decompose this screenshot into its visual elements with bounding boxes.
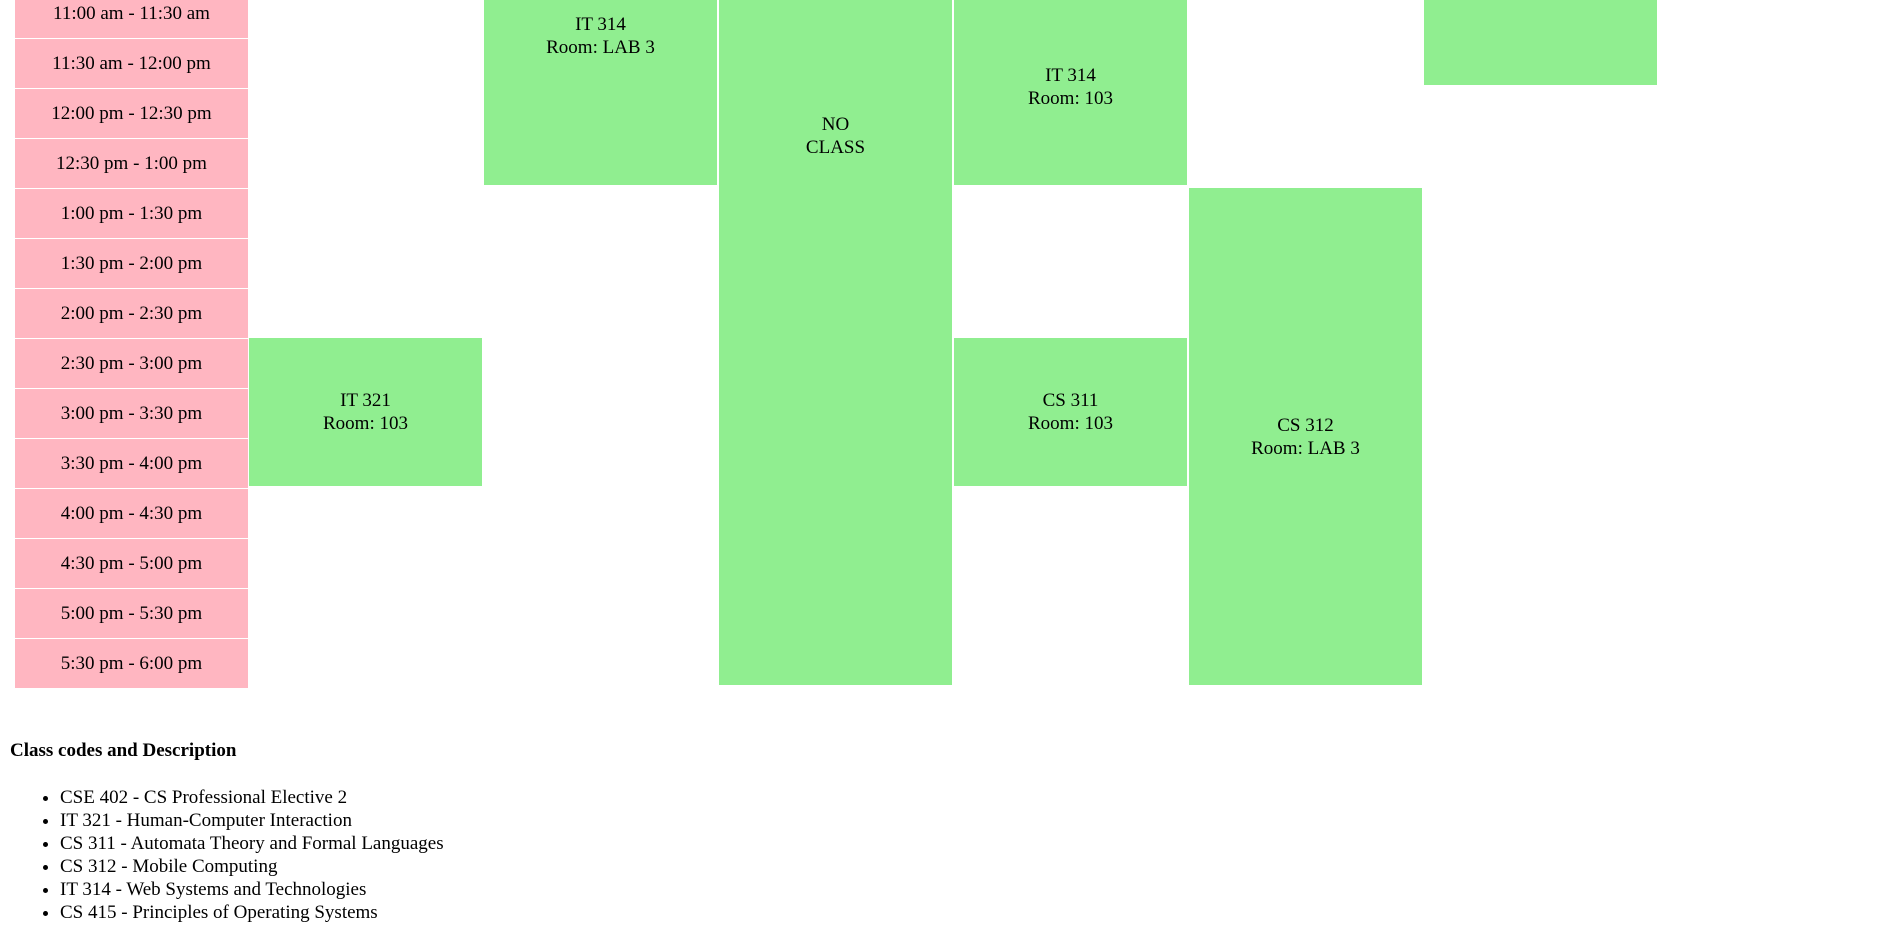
class-block-it314-103: IT 314 Room: 103 <box>954 0 1187 185</box>
time-slot: 4:30 pm - 5:00 pm <box>15 539 248 588</box>
legend-item: CS 312 - Mobile Computing <box>60 855 444 878</box>
time-slot: 2:30 pm - 3:00 pm <box>15 339 248 388</box>
class-room: Room: LAB 3 <box>1251 437 1360 459</box>
time-slot: 1:00 pm - 1:30 pm <box>15 189 248 238</box>
time-slot: 11:00 am - 11:30 am <box>15 0 248 38</box>
class-code: IT 321 <box>340 390 391 411</box>
class-code: CS 312 <box>1277 414 1334 436</box>
class-block-cs312: CS 312 Room: LAB 3 <box>1189 188 1422 685</box>
class-room: Room: 103 <box>323 413 408 434</box>
time-slot: 5:30 pm - 6:00 pm <box>15 639 248 688</box>
no-class-label: NO <box>821 114 850 135</box>
class-code: IT 314 <box>1045 65 1096 86</box>
legend-list: CSE 402 - CS Professional Elective 2 IT … <box>10 786 444 924</box>
time-slot: 11:30 am - 12:00 pm <box>15 39 248 88</box>
class-block-it321: IT 321 Room: 103 <box>249 338 482 486</box>
time-slot: 12:00 pm - 12:30 pm <box>15 89 248 138</box>
legend-item: IT 321 - Human-Computer Interaction <box>60 809 444 832</box>
class-block-partial <box>1424 0 1657 85</box>
class-room: Room: LAB 3 <box>546 37 655 58</box>
legend-item: CSE 402 - CS Professional Elective 2 <box>60 786 444 809</box>
time-slot: 3:30 pm - 4:00 pm <box>15 439 248 488</box>
class-code: IT 314 <box>575 14 626 35</box>
class-block-no-class: NO CLASS <box>719 0 952 685</box>
time-slot: 1:30 pm - 2:00 pm <box>15 239 248 288</box>
class-code: CS 311 <box>1042 390 1099 411</box>
time-slot: 4:00 pm - 4:30 pm <box>15 489 248 538</box>
time-slot: 2:00 pm - 2:30 pm <box>15 289 248 338</box>
legend-item: IT 314 - Web Systems and Technologies <box>60 878 444 901</box>
class-block-cs311: CS 311 Room: 103 <box>954 338 1187 486</box>
time-slot: 3:00 pm - 3:30 pm <box>15 389 248 438</box>
class-room: Room: 103 <box>1028 413 1113 434</box>
no-class-label: CLASS <box>805 137 866 158</box>
time-slot: 12:30 pm - 1:00 pm <box>15 139 248 188</box>
legend-title: Class codes and Description <box>10 740 237 761</box>
legend-item: CS 415 - Principles of Operating Systems <box>60 901 444 924</box>
class-block-it314-lab: IT 314 Room: LAB 3 <box>484 0 717 185</box>
class-room: Room: 103 <box>1028 88 1113 109</box>
legend-item: CS 311 - Automata Theory and Formal Lang… <box>60 832 444 855</box>
time-slot: 5:00 pm - 5:30 pm <box>15 589 248 638</box>
